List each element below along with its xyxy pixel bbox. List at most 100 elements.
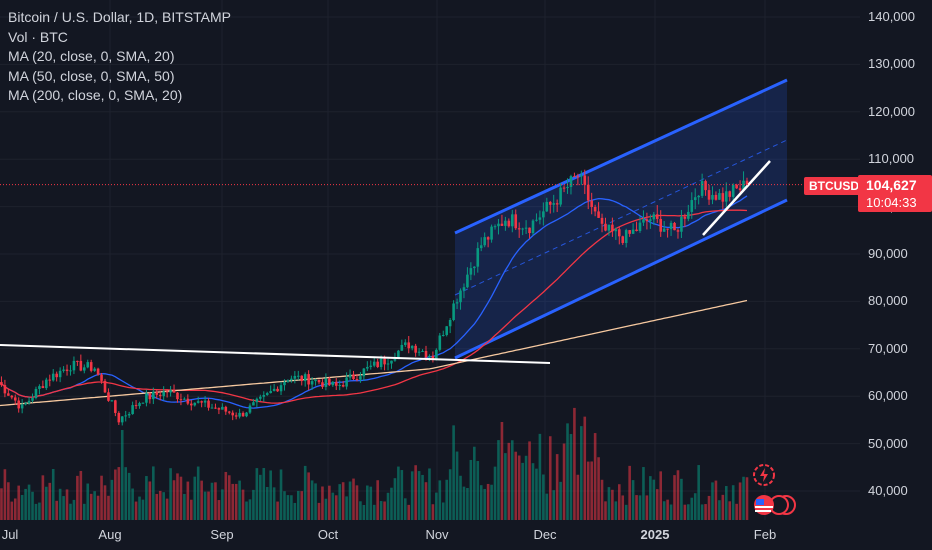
volume-bar: [96, 495, 100, 520]
candle-body: [38, 386, 41, 389]
legend-ma200[interactable]: MA (200, close, 0, SMA, 20): [8, 87, 183, 103]
price-tick-label: 140,000: [868, 9, 915, 24]
candle-body: [600, 217, 604, 224]
trendline-white: [0, 344, 551, 364]
candle-body: [583, 175, 587, 185]
volume-bar: [65, 489, 69, 520]
volume-bar: [369, 486, 373, 520]
candle-body: [714, 194, 718, 200]
volume-bar: [428, 468, 431, 520]
candle-body: [517, 228, 521, 230]
volume-bar: [272, 487, 276, 520]
volume-bar: [642, 467, 645, 520]
candle-body: [597, 211, 600, 218]
candle-body: [431, 355, 435, 359]
volume-bar: [58, 488, 62, 520]
candle-body: [724, 191, 728, 202]
volume-bar: [687, 504, 690, 520]
candle-body: [452, 303, 455, 320]
candle-body: [183, 398, 186, 400]
volume-bar: [51, 468, 55, 520]
candle-body: [390, 360, 393, 364]
volume-bar: [555, 454, 559, 520]
volume-bar: [473, 446, 476, 520]
volume-bar: [27, 484, 31, 520]
volume-bar: [524, 455, 528, 520]
candle-body: [321, 382, 324, 387]
candle-body: [317, 379, 321, 383]
candle-body: [683, 216, 687, 219]
candle-body: [303, 374, 307, 382]
volume-bar: [624, 504, 628, 520]
candle-body: [445, 326, 449, 335]
volume-bar: [455, 451, 459, 520]
candle-body: [152, 391, 155, 400]
volume-bar: [69, 503, 72, 520]
candle-body: [276, 388, 279, 392]
volume-bar: [172, 480, 176, 520]
candle-body: [221, 406, 224, 410]
volume-bar: [476, 461, 480, 520]
channel-lower: [454, 198, 788, 360]
candle-body: [379, 358, 383, 368]
volume-bar: [372, 504, 376, 520]
candle-body: [296, 375, 300, 377]
candle-body: [524, 227, 528, 229]
candle-body: [72, 360, 76, 371]
candle-body: [462, 287, 466, 291]
us-flag-events-icon[interactable]: [752, 493, 796, 517]
legend-ma20[interactable]: MA (20, close, 0, SMA, 20): [8, 48, 175, 64]
volume-bar: [631, 480, 635, 520]
candle-body: [65, 369, 69, 371]
volume-bar: [745, 477, 749, 520]
candle-body: [348, 374, 352, 378]
candle-body: [20, 404, 24, 409]
candle-body: [307, 374, 310, 385]
volume-bar: [331, 492, 335, 520]
candle-body: [179, 399, 183, 401]
volume-bar: [20, 494, 24, 520]
volume-bar: [597, 457, 600, 520]
arrow-line: [702, 160, 771, 236]
candle-body: [638, 222, 642, 231]
price-tick-label: 70,000: [868, 340, 908, 356]
volume-bar: [345, 496, 348, 520]
volume-bar: [265, 487, 269, 520]
candle-body: [604, 223, 607, 231]
volume-bar: [366, 485, 369, 520]
volume-bar: [714, 480, 718, 520]
volume-bar: [183, 493, 186, 520]
volume-bar: [397, 466, 400, 520]
candle-body: [0, 382, 3, 386]
volume-bar: [497, 440, 500, 520]
ma50-line: [0, 209, 748, 404]
candle-body: [82, 367, 86, 371]
candle-body: [504, 220, 507, 226]
candle-body: [479, 245, 483, 249]
candle-body: [573, 176, 576, 178]
candle-body: [93, 368, 96, 371]
candle-body: [718, 193, 721, 200]
legend-volume[interactable]: Vol · BTC: [8, 28, 68, 45]
candle-body: [407, 342, 411, 349]
volume-bar: [324, 498, 328, 520]
lightning-icon[interactable]: [752, 463, 776, 487]
volume-bar: [141, 499, 145, 520]
candle-body: [41, 386, 45, 389]
legend-ma50[interactable]: MA (50, close, 0, SMA, 50): [8, 67, 175, 84]
candle-body: [514, 214, 518, 229]
candle-body: [555, 203, 559, 205]
candle-body: [566, 186, 569, 188]
last-price-badge: 104,627 10:04:33: [858, 175, 932, 212]
legend-title[interactable]: Bitcoin / U.S. Dollar, 1D, BITSTAMP: [8, 9, 232, 25]
candle-body: [241, 412, 245, 417]
candle-body: [13, 397, 17, 401]
volume-bar: [604, 501, 607, 520]
ma200-line: [0, 299, 748, 407]
candle-body: [655, 214, 659, 219]
candle-body: [528, 227, 531, 234]
volume-bar: [248, 499, 252, 520]
volume-bar: [259, 474, 262, 520]
volume-bar: [107, 495, 110, 520]
